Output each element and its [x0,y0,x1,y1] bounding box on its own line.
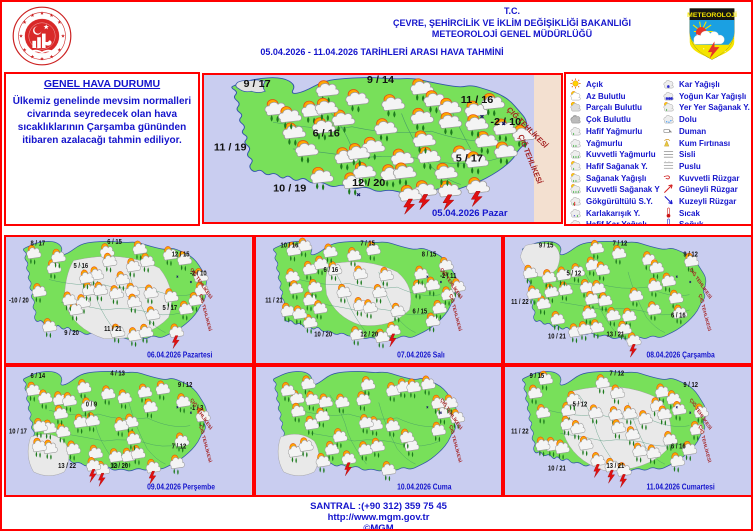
svg-text:11 / 22: 11 / 22 [511,428,529,436]
svg-text:5 / 17: 5 / 17 [456,154,483,164]
svg-text:6 / 16: 6 / 16 [313,129,340,139]
svg-text:9 / 14: 9 / 14 [367,76,394,86]
svg-text:12 / 20: 12 / 20 [360,331,378,339]
svg-text:10 / 20: 10 / 20 [314,331,332,339]
svg-text:13 / 22: 13 / 22 [58,462,76,470]
svg-text:11 / 19: 11 / 19 [214,143,247,153]
svg-text:08.04.2026 Çarşamba: 08.04.2026 Çarşamba [646,350,715,360]
svg-text:10 / 21: 10 / 21 [548,333,566,341]
svg-text:11 / 21: 11 / 21 [265,297,283,305]
svg-text:07.04.2026 Salı: 07.04.2026 Salı [397,350,445,360]
svg-text:7 / 12: 7 / 12 [172,443,187,451]
svg-text:11 / 21: 11 / 21 [104,326,122,334]
svg-text:8 / 17: 8 / 17 [31,240,46,248]
svg-text:9 / 20: 9 / 20 [64,329,79,337]
svg-text:13 / 21: 13 / 21 [606,462,624,470]
svg-text:-10 / 20: -10 / 20 [9,297,29,305]
svg-text:9 / 12: 9 / 12 [683,382,698,390]
svg-text:12 / 15: 12 / 15 [172,251,190,259]
svg-text:5 / 17: 5 / 17 [163,304,178,312]
svg-text:10 / 16: 10 / 16 [280,242,298,250]
svg-text:12 / 20: 12 / 20 [110,462,128,470]
svg-text:7 / 15: 7 / 15 [360,240,375,248]
svg-text:13 / 21: 13 / 21 [606,331,624,339]
svg-text:5 / 16: 5 / 16 [74,263,89,271]
svg-text:8 / 15: 8 / 15 [421,251,436,259]
svg-text:9 / 15: 9 / 15 [530,372,545,380]
svg-text:4 / 13: 4 / 13 [110,370,125,378]
svg-text:10 / 17: 10 / 17 [9,428,27,436]
svg-text:❅: ❅ [667,84,671,89]
svg-text:11.04.2026 Cumartesi: 11.04.2026 Cumartesi [646,482,714,492]
svg-text:5 / 12: 5 / 12 [573,401,588,409]
svg-text:9 / 15: 9 / 15 [539,242,554,250]
svg-text:06.04.2026 Pazartesi: 06.04.2026 Pazartesi [147,350,212,360]
svg-text:6 / 15: 6 / 15 [107,238,122,246]
svg-text:9 / 12: 9 / 12 [178,382,193,390]
svg-text:9 / 12: 9 / 12 [683,251,698,259]
svg-text:0 / 9: 0 / 9 [86,401,98,409]
svg-text:11 / 22: 11 / 22 [511,298,529,306]
svg-text:10 / 21: 10 / 21 [548,465,566,473]
svg-text:❅: ❅ [574,224,578,226]
svg-text:10 / 19: 10 / 19 [273,184,306,194]
svg-text:6 / 15: 6 / 15 [412,308,427,316]
svg-text:METEOROLOJİ: METEOROLOJİ [687,10,737,19]
svg-text:6 / 14: 6 / 14 [31,372,46,380]
svg-text:6 / 16: 6 / 16 [671,443,686,451]
svg-text:7 / 12: 7 / 12 [610,370,625,378]
svg-text:❅: ❅ [670,96,674,101]
svg-text:6 / 16: 6 / 16 [323,266,338,274]
svg-text:10.04.2026 Cuma: 10.04.2026 Cuma [397,482,452,492]
svg-text:6 / 16: 6 / 16 [671,312,686,320]
svg-text:11 / 16: 11 / 16 [461,95,494,105]
svg-text:09.04.2026 Perşembe: 09.04.2026 Perşembe [147,482,215,492]
svg-text:5 / 12: 5 / 12 [567,270,582,278]
svg-text:7 / 12: 7 / 12 [613,240,628,248]
svg-text:9 / 17: 9 / 17 [244,79,271,89]
svg-text:12 / 20: 12 / 20 [352,179,385,189]
